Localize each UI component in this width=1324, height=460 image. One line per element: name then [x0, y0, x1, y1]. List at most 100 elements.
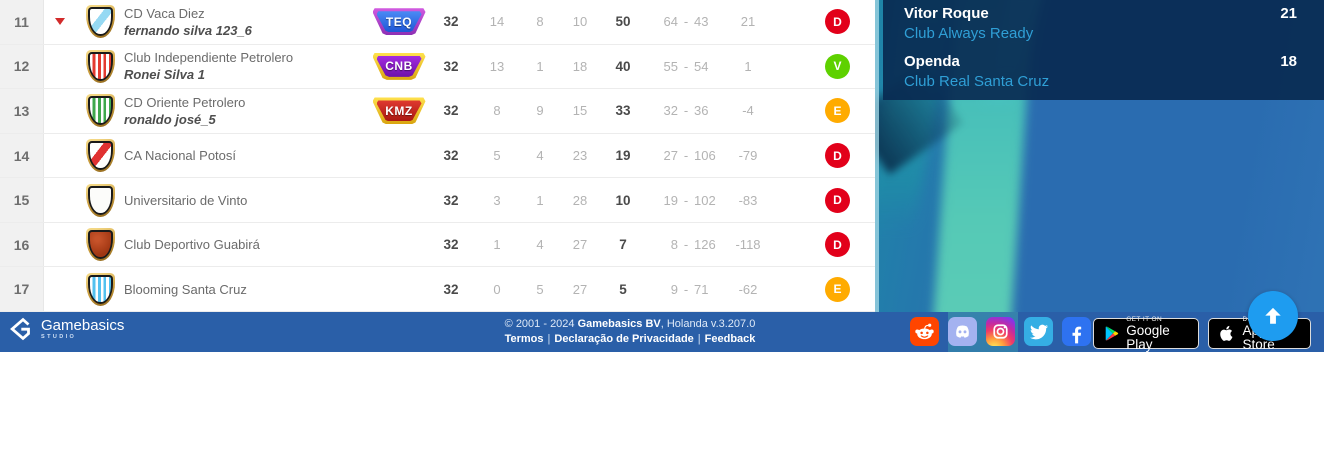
crew-badge[interactable]: TEQ [372, 8, 426, 36]
club-crest-icon [85, 94, 115, 128]
table-row[interactable]: 11 CD Vaca Diez fernando silva 123_6 TEQ … [0, 0, 875, 45]
team-name: Universitario de Vinto [124, 192, 248, 208]
crew-cell: TEQ [370, 8, 428, 36]
crew-cell: KMZ [370, 97, 428, 125]
stat-goal-diff: -62 [738, 281, 758, 297]
stat-drawn: 4 [536, 237, 544, 253]
table-row[interactable]: 12 Club Independiente Petrolero Ronei Sil… [0, 44, 875, 90]
club-crest-icon [85, 5, 115, 39]
stat-points: 19 [615, 148, 631, 164]
stat-lost: 15 [572, 103, 588, 119]
crest-cell [76, 139, 124, 173]
stat-drawn: 1 [536, 58, 544, 74]
crew-tag: TEQ [385, 14, 413, 29]
reddit-icon[interactable] [910, 317, 939, 346]
instagram-icon[interactable] [986, 317, 1015, 346]
crew-badge[interactable]: CNB [372, 52, 426, 80]
table-row[interactable]: 14 CA Nacional Potosí 32 5 4 23 19 27-10… [0, 133, 875, 179]
stat-goals: 32-36 [663, 103, 709, 119]
stat-played: 32 [443, 148, 459, 164]
stat-goal-diff: 21 [740, 14, 756, 30]
status-cell: E [770, 98, 875, 124]
stat-goal-diff: -4 [742, 103, 754, 119]
discord-icon[interactable] [948, 317, 977, 346]
stat-drawn: 4 [536, 148, 544, 164]
stat-goal-diff: -79 [738, 148, 758, 164]
footer-copyright: © 2001 - 2024 Gamebasics BV, Holanda v.3… [504, 318, 756, 345]
scorer-club-link[interactable]: Club Real Santa Cruz [904, 73, 1050, 90]
crest-cell [76, 5, 124, 39]
team-name: Club Independiente Petrolero [124, 50, 294, 66]
terms-link[interactable]: Termos [504, 333, 544, 345]
scorer-club-link[interactable]: Club Always Ready [904, 25, 1034, 42]
manager-name: fernando silva 123_6 [124, 22, 252, 38]
club-names: CD Oriente Petrolero ronaldo josé_5 [124, 94, 370, 128]
stat-goal-diff: -83 [738, 192, 758, 208]
stat-points: 7 [619, 237, 627, 253]
stat-won: 1 [493, 237, 501, 253]
trend-cell [44, 286, 76, 293]
stat-drawn: 9 [536, 103, 544, 119]
stat-lost: 27 [572, 281, 588, 297]
crest-cell [76, 94, 124, 128]
table-row[interactable]: 15 Universitario de Vinto 32 3 1 28 10 1… [0, 178, 875, 223]
scroll-to-top-button[interactable] [1248, 291, 1298, 341]
manager-name: ronaldo josé_5 [124, 111, 216, 127]
club-names: Club Independiente Petrolero Ronei Silva … [124, 49, 370, 83]
stat-goals: 55-54 [663, 58, 709, 74]
crest-cell [76, 183, 124, 217]
stat-won: 14 [489, 14, 505, 30]
club-names: Blooming Santa Cruz [124, 281, 370, 298]
stat-goals: 8-126 [670, 237, 716, 253]
crest-cell [76, 49, 124, 83]
facebook-icon[interactable] [1062, 317, 1091, 346]
club-names: CA Nacional Potosí [124, 147, 370, 164]
table-row[interactable]: 17 Blooming Santa Cruz 32 0 5 27 5 9-71 … [0, 267, 875, 313]
stat-played: 32 [443, 58, 459, 74]
stat-won: 3 [493, 192, 501, 208]
feedback-link[interactable]: Feedback [704, 333, 756, 345]
scorer-item[interactable]: Vitor Roque 21 Club Always Ready [904, 4, 1297, 43]
club-crest-icon [85, 139, 115, 173]
brand-name: Gamebasics [41, 317, 125, 334]
status-cell: D [770, 187, 875, 213]
rank-down-icon [55, 18, 65, 26]
position-cell: 11 [0, 0, 44, 44]
crew-tag: KMZ [385, 103, 413, 118]
trend-cell [44, 241, 76, 248]
privacy-link[interactable]: Declaração de Privacidade [554, 333, 694, 345]
team-name: CD Vaca Diez [124, 5, 205, 21]
form-status-badge: D [825, 232, 850, 258]
trend-cell [44, 107, 76, 114]
stat-lost: 23 [572, 148, 588, 164]
table-row[interactable]: 13 CD Oriente Petrolero ronaldo josé_5 KM… [0, 89, 875, 134]
club-crest-icon [85, 183, 115, 217]
status-cell: D [770, 143, 875, 169]
stat-lost: 28 [572, 192, 588, 208]
google-play-badge[interactable]: GET IT ON Google Play [1093, 315, 1199, 351]
twitter-icon[interactable] [1024, 317, 1053, 346]
stat-goals: 64-43 [663, 14, 709, 30]
store-tagline: GET IT ON [1126, 315, 1163, 323]
club-names: Universitario de Vinto [124, 192, 370, 209]
club-names: CD Vaca Diez fernando silva 123_6 [124, 5, 370, 39]
stat-goal-diff: 1 [744, 58, 752, 74]
scorer-item[interactable]: Openda 18 Club Real Santa Cruz [904, 52, 1297, 91]
form-status-badge: E [825, 276, 850, 302]
crest-cell [76, 228, 124, 262]
gamebasics-logo[interactable]: Gamebasics STUDIO [9, 317, 124, 341]
stat-goal-diff: -118 [735, 237, 761, 253]
crew-badge[interactable]: KMZ [372, 97, 426, 125]
crew-tag: CNB [385, 59, 413, 74]
club-names: Club Deportivo Guabirá [124, 236, 370, 253]
trend-cell [44, 18, 76, 26]
form-status-badge: D [825, 187, 850, 213]
form-status-badge: V [825, 53, 850, 79]
position-cell: 17 [0, 267, 44, 312]
table-row[interactable]: 16 Club Deportivo Guabirá 32 1 4 27 7 8-… [0, 222, 875, 268]
position-cell: 14 [0, 133, 44, 178]
stat-played: 32 [443, 281, 459, 297]
stat-drawn: 8 [536, 14, 544, 30]
crew-cell: CNB [370, 52, 428, 80]
